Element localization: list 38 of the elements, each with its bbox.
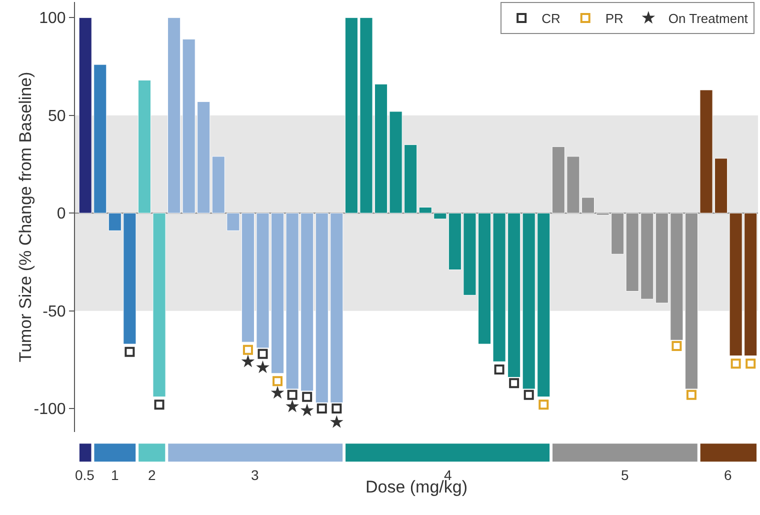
y-tick-label: 50: [48, 108, 66, 125]
point: [330, 415, 344, 428]
point: [256, 360, 270, 374]
point: [124, 346, 135, 357]
point: [302, 392, 312, 402]
point: [242, 344, 253, 355]
point: [538, 400, 549, 410]
text: 6: [724, 467, 732, 483]
point: [686, 390, 696, 400]
text: 5: [621, 467, 629, 483]
point: [494, 364, 504, 374]
point: [272, 376, 283, 386]
legend-label: PR: [605, 11, 624, 26]
text: 2: [148, 467, 156, 483]
point: [258, 348, 268, 359]
y-tick-label: 0: [56, 206, 66, 223]
text: 0.5: [75, 467, 95, 483]
legend-label: CR: [542, 11, 560, 26]
y-tick-label: -100: [34, 401, 66, 418]
legend-label: On Treatment: [668, 11, 748, 26]
point: [316, 404, 327, 414]
y-tick-label: 100: [39, 10, 66, 28]
y-tick-label: -50: [42, 303, 66, 320]
y-axis-title: Tumor Size (% Change from Baseline): [16, 72, 35, 362]
point: [270, 386, 284, 399]
point: [300, 404, 314, 416]
text: 3: [251, 467, 259, 483]
point: [509, 378, 520, 388]
point: [286, 400, 299, 412]
point: [524, 390, 534, 400]
point: [730, 358, 741, 369]
text: 1: [111, 467, 119, 483]
point: [672, 341, 682, 351]
point: [154, 400, 164, 410]
point: [241, 354, 255, 368]
point: [332, 404, 342, 414]
point: [287, 390, 298, 400]
point: [746, 358, 756, 369]
